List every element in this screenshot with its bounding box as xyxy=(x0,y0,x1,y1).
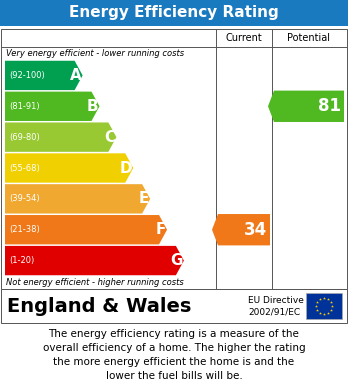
Polygon shape xyxy=(5,122,116,152)
Text: Potential: Potential xyxy=(287,33,331,43)
Text: The energy efficiency rating is a measure of the
overall efficiency of a home. T: The energy efficiency rating is a measur… xyxy=(43,329,305,381)
Text: (92-100): (92-100) xyxy=(9,71,45,80)
Text: E: E xyxy=(139,191,149,206)
Text: EU Directive
2002/91/EC: EU Directive 2002/91/EC xyxy=(248,296,304,316)
Text: Current: Current xyxy=(226,33,262,43)
Polygon shape xyxy=(5,215,167,244)
Text: (69-80): (69-80) xyxy=(9,133,40,142)
Bar xyxy=(0,0,348,26)
Text: B: B xyxy=(87,99,98,114)
Text: A: A xyxy=(70,68,82,83)
Text: Energy Efficiency Rating: Energy Efficiency Rating xyxy=(69,5,279,20)
Polygon shape xyxy=(5,184,150,213)
Polygon shape xyxy=(5,246,184,275)
Text: (39-54): (39-54) xyxy=(9,194,40,203)
Text: 81: 81 xyxy=(318,97,341,115)
Polygon shape xyxy=(5,91,100,121)
Text: D: D xyxy=(120,160,132,176)
Bar xyxy=(1,29,347,289)
Text: (21-38): (21-38) xyxy=(9,225,40,234)
Polygon shape xyxy=(5,61,82,90)
Bar xyxy=(306,293,342,319)
Text: (55-68): (55-68) xyxy=(9,163,40,172)
Polygon shape xyxy=(212,214,270,246)
Polygon shape xyxy=(5,153,133,183)
Text: F: F xyxy=(156,222,166,237)
Text: (1-20): (1-20) xyxy=(9,256,34,265)
Text: England & Wales: England & Wales xyxy=(7,296,191,316)
Bar xyxy=(1,289,347,323)
Text: (81-91): (81-91) xyxy=(9,102,40,111)
Polygon shape xyxy=(268,91,344,122)
Text: 34: 34 xyxy=(244,221,267,239)
Text: C: C xyxy=(104,130,116,145)
Text: G: G xyxy=(171,253,183,268)
Text: Very energy efficient - lower running costs: Very energy efficient - lower running co… xyxy=(6,49,184,58)
Text: Not energy efficient - higher running costs: Not energy efficient - higher running co… xyxy=(6,278,184,287)
